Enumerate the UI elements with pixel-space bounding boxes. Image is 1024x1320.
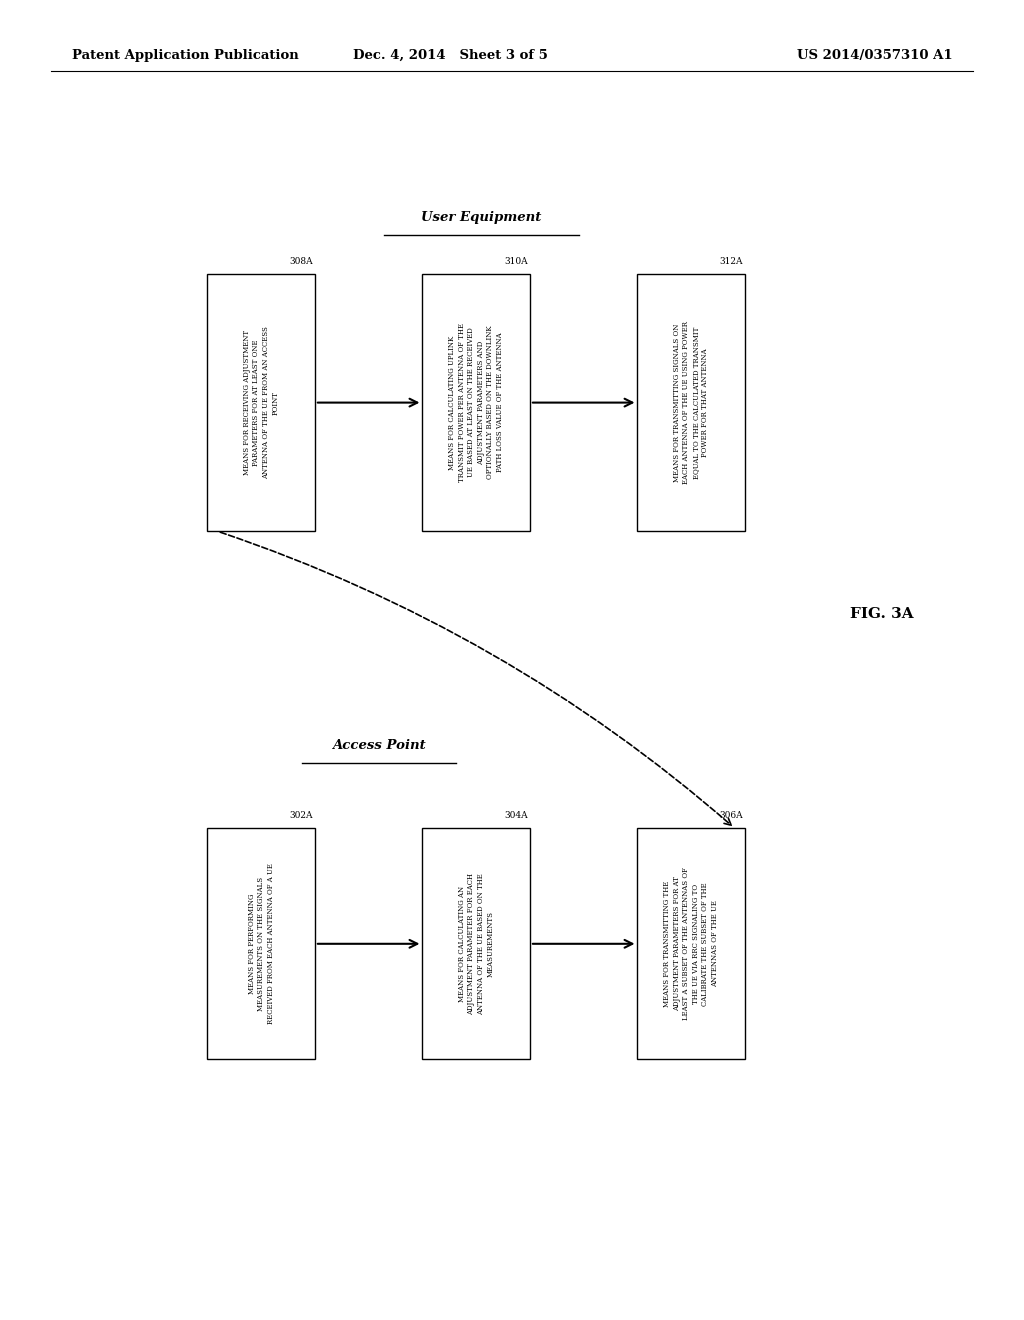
Text: MEANS FOR PERFORMING
MEASUREMENTS ON THE SIGNALS
RECEIVED FROM EACH ANTENNA OF A: MEANS FOR PERFORMING MEASUREMENTS ON THE… xyxy=(248,863,274,1024)
Text: MEANS FOR CALCULATING AN
ADJUSTMENT PARAMETER FOR EACH
ANTENNA OF THE UE BASED O: MEANS FOR CALCULATING AN ADJUSTMENT PARA… xyxy=(458,873,495,1015)
Text: 306A: 306A xyxy=(719,812,743,821)
Text: MEANS FOR TRANSMITTING THE
ADJUSTMENT PARAMETERS FOR AT
LEAST A SUBSET OF THE AN: MEANS FOR TRANSMITTING THE ADJUSTMENT PA… xyxy=(664,867,719,1020)
Text: 302A: 302A xyxy=(290,812,313,821)
Text: US 2014/0357310 A1: US 2014/0357310 A1 xyxy=(797,49,952,62)
Bar xyxy=(423,829,530,1059)
Text: 304A: 304A xyxy=(504,812,528,821)
Text: MEANS FOR RECEIVING ADJUSTMENT
PARAMETERS FOR AT LEAST ONE
ANTENNA OF THE UE FRO: MEANS FOR RECEIVING ADJUSTMENT PARAMETER… xyxy=(243,326,280,479)
Text: User Equipment: User Equipment xyxy=(421,211,542,224)
Text: 312A: 312A xyxy=(720,257,743,267)
Text: 310A: 310A xyxy=(504,257,528,267)
Text: FIG. 3A: FIG. 3A xyxy=(850,607,913,620)
Text: 308A: 308A xyxy=(289,257,313,267)
Bar xyxy=(423,275,530,532)
Text: MEANS FOR CALCULATING UPLINK
TRANSMIT POWER PER ANTENNA OF THE
UE BASED AT LEAST: MEANS FOR CALCULATING UPLINK TRANSMIT PO… xyxy=(449,323,504,482)
Bar xyxy=(637,275,745,532)
Text: MEANS FOR TRANSMITTING SIGNALS ON
EACH ANTENNA OF THE UE USING POWER
EQUAL TO TH: MEANS FOR TRANSMITTING SIGNALS ON EACH A… xyxy=(673,321,710,484)
Bar xyxy=(207,275,315,532)
Text: Dec. 4, 2014   Sheet 3 of 5: Dec. 4, 2014 Sheet 3 of 5 xyxy=(353,49,548,62)
Bar xyxy=(207,829,315,1059)
Text: Patent Application Publication: Patent Application Publication xyxy=(72,49,298,62)
Bar xyxy=(637,829,745,1059)
Text: Access Point: Access Point xyxy=(332,739,426,752)
